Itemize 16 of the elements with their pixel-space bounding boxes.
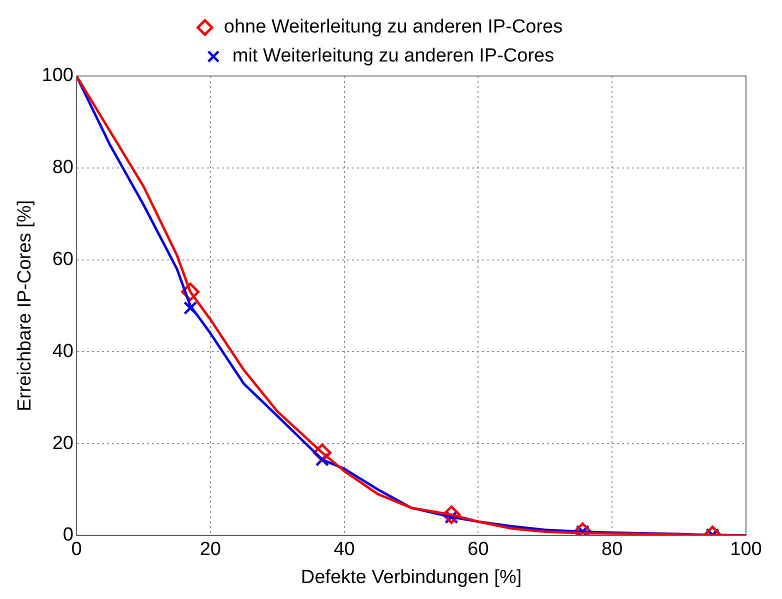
x-tick-label: 20 [200, 539, 221, 560]
y-axis-title: Erreichbare IP-Cores [%] [14, 200, 36, 412]
y-tick-label: 60 [52, 248, 74, 270]
y-tick-label: 100 [42, 65, 74, 86]
x-tick-label: 40 [334, 539, 355, 560]
y-tick-label: 40 [52, 340, 74, 362]
y-tick-label: 80 [52, 157, 74, 178]
legend-label: ohne Weiterleitung zu anderen IP-Cores [224, 16, 563, 38]
x-tick-label: 60 [468, 539, 489, 560]
legend-label: mit Weiterleitung zu anderen IP-Cores [232, 46, 554, 67]
point [183, 301, 198, 315]
y-tick-label: 20 [52, 432, 74, 454]
x-axis-title: Defekte Verbindungen [%] [300, 566, 522, 588]
y-tick-label: 0 [62, 524, 74, 546]
x-tick-label: 100 [730, 539, 762, 560]
x-tick-label: 80 [602, 539, 623, 560]
